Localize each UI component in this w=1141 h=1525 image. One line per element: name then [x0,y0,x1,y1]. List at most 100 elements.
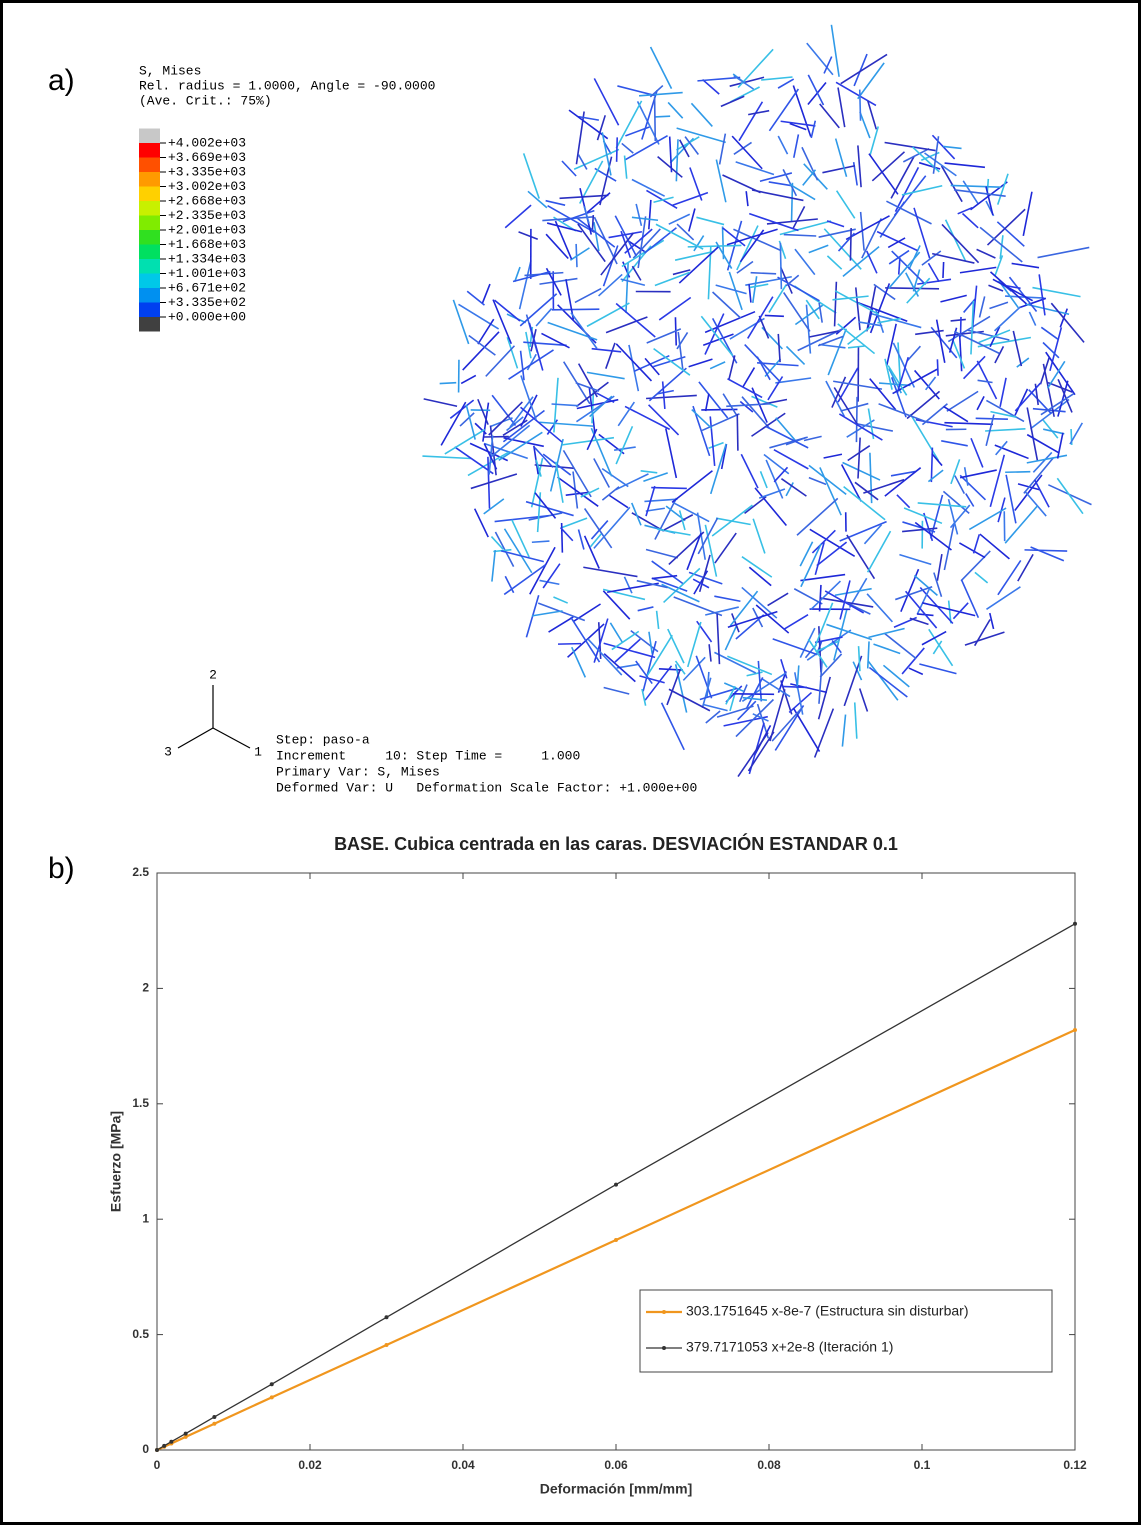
y-tick-label: 1.5 [132,1096,149,1110]
strut [867,660,899,701]
strut [883,632,917,660]
point [183,1431,188,1436]
strut [483,443,498,470]
strut [551,308,600,311]
strut [423,398,458,408]
strut [705,606,739,616]
strut [917,278,952,285]
legend-value: +3.335e+02 [168,295,246,310]
strut [611,630,640,651]
strut [811,529,836,554]
strut [779,220,832,236]
strut [933,572,943,597]
strut [815,640,840,653]
strut [645,634,673,678]
strut [892,368,938,395]
strut [748,109,770,116]
strut [814,542,825,575]
strut [1014,388,1029,416]
strut [724,624,738,651]
strut [635,660,653,685]
strut [727,610,778,628]
strut [941,440,968,447]
strut [888,249,910,265]
strut [794,248,816,276]
color-key [139,302,160,317]
x-tick-label: 0.08 [757,1458,781,1472]
strut [807,638,828,668]
strut [959,266,997,274]
strut [843,485,886,521]
strut [1012,330,1023,367]
strut [654,271,691,287]
strut [668,213,691,225]
strut [783,614,809,631]
strut [962,355,986,380]
strut [863,524,883,545]
strut [614,638,641,663]
strut [676,332,689,350]
strut [808,476,827,486]
strut [985,428,1026,432]
strut [716,613,721,665]
strut [1026,433,1060,454]
strut [861,218,882,259]
strut [653,196,674,204]
strut [489,424,531,459]
strut [823,453,843,459]
strut [837,367,859,403]
strut [653,348,691,376]
triad-label: 2 [209,667,217,682]
strut [857,145,862,188]
strut [752,713,769,722]
strut [976,248,996,259]
strut [519,293,558,327]
strut [625,126,650,137]
strut [906,390,941,420]
strut [818,228,856,238]
strut [869,126,880,155]
color-key [139,172,160,187]
strut [674,250,715,261]
color-key [139,201,160,216]
strut [773,466,789,483]
strut [822,164,856,174]
strut [826,623,873,641]
strut [958,333,963,372]
strut [624,405,671,431]
strut [649,84,664,98]
strut [866,530,892,573]
strut [709,416,716,467]
strut [847,325,872,345]
x-tick-label: 0.04 [451,1458,475,1472]
strut [1014,382,1041,412]
step-info: Primary Var: S, Mises [276,764,440,779]
strut [878,403,929,424]
strut [704,310,756,334]
strut [723,715,768,727]
strut [927,469,944,483]
strut [648,631,653,654]
strut [534,492,557,519]
strut [884,141,936,152]
strut [728,355,736,379]
strut [631,178,666,197]
strut [831,639,842,654]
strut [765,459,784,499]
strut [932,252,975,264]
strut [529,546,556,595]
strut [560,522,564,553]
strut [560,517,588,529]
strut [888,251,921,289]
strut [777,276,820,302]
strut [624,228,653,254]
strut [577,363,598,398]
strut [646,394,697,400]
strut [927,262,940,283]
strut [779,266,793,294]
strut [857,437,861,479]
strut [525,331,532,359]
strut [649,46,673,89]
strut [964,631,1005,646]
strut [790,683,828,694]
